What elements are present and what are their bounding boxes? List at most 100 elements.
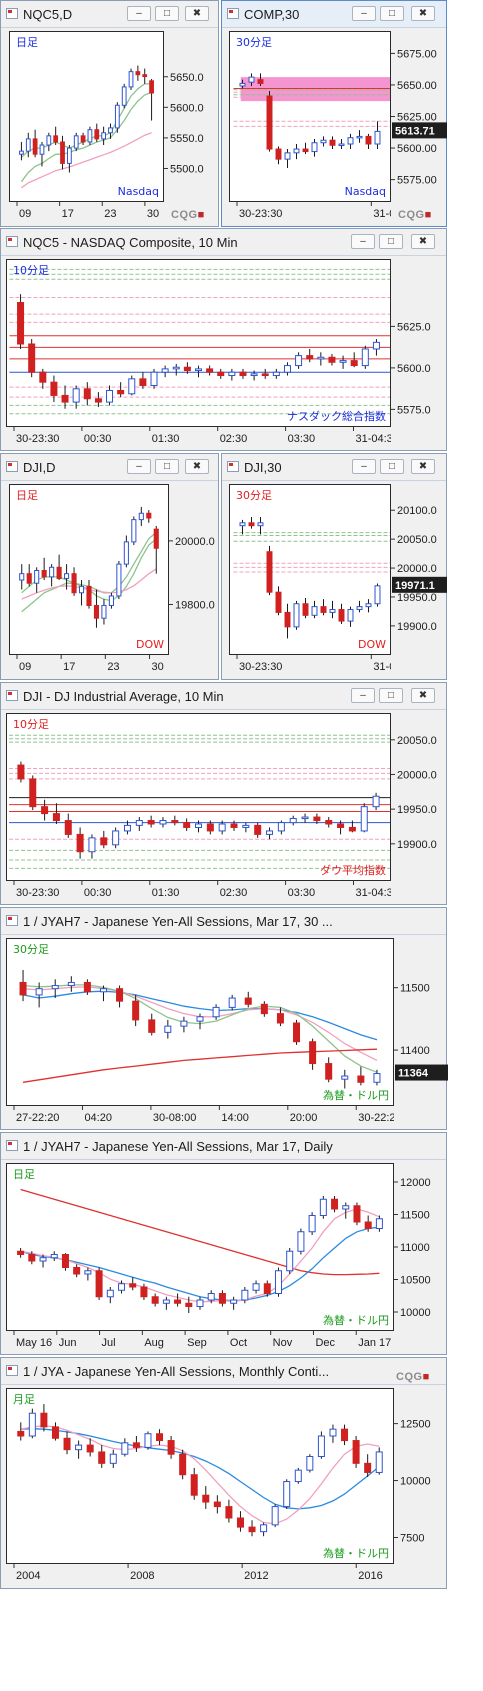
price-scale[interactable]: 20100.0 20050.0 20000.0 19950.0 19900.0 19971… (391, 484, 448, 655)
candle-body (26, 573, 32, 584)
candle-body (73, 135, 79, 149)
minimize-button[interactable]: – (352, 6, 376, 21)
y-tick-label: 5650.0 (170, 72, 204, 84)
y-tick-label: 5600.0 (170, 102, 204, 114)
candle-body (195, 823, 202, 828)
chart-plot-area[interactable]: 月足 為替・ドル円 (6, 1388, 394, 1564)
window-titlebar[interactable]: DJI - DJ Industrial Average, 10 Min – □ … (1, 683, 446, 710)
chart-plot-area[interactable]: 10分足 ダウ平均指数 (6, 713, 391, 881)
chart-window-jyah7-30min[interactable]: 1 / JYAH7 - Japanese Yen-All Sessions, M… (0, 907, 448, 1130)
last-price-tag (395, 1064, 448, 1081)
candle-body (364, 1462, 372, 1473)
y-tick-label: 20000.0 (397, 769, 437, 781)
chart-window-icon (6, 915, 18, 926)
chart-window-nqc5-10min[interactable]: NQC5 - NASDAQ Composite, 10 Min – □ ✖ 10… (0, 228, 447, 451)
candle-body (183, 366, 191, 372)
chart-window-dji-daily[interactable]: DJI,D – □ ✖ 日足 DOW 20000.0 19800.0 09 17 23 3… (0, 453, 219, 680)
window-titlebar[interactable]: NQC5 - NASDAQ Composite, 10 Min – □ ✖ (1, 229, 446, 256)
maximize-button[interactable]: □ (379, 234, 403, 249)
price-scale[interactable]: 5675.00 5650.00 5625.00 5600.00 5575.00 5613.… (391, 31, 448, 202)
close-button[interactable]: ✖ (185, 459, 209, 474)
price-scale[interactable]: 20000.0 19800.0 (169, 484, 220, 655)
minimize-button[interactable]: – (351, 688, 375, 703)
maximize-button[interactable]: □ (155, 6, 179, 21)
candle-body (311, 606, 318, 616)
minimize-button[interactable]: – (127, 459, 151, 474)
candle-body (356, 606, 363, 611)
candle-body (128, 378, 136, 395)
candle-body (167, 1440, 175, 1455)
chart-plot-area[interactable]: 日足 Nasdaq (9, 31, 164, 202)
candle-body (52, 813, 60, 822)
window-titlebar[interactable]: COMP,30 – □ ✖ (222, 1, 446, 28)
time-axis[interactable]: 27-22:20 04:20 30-08:00 14:00 20:00 30-22:20 (6, 1106, 394, 1128)
candle-body (308, 1215, 316, 1233)
candle-body (159, 820, 167, 825)
price-scale[interactable]: 5625.0 5600.0 5575.0 (391, 259, 448, 427)
maximize-button[interactable]: □ (380, 6, 404, 21)
maximize-button[interactable]: □ (379, 688, 403, 703)
window-titlebar[interactable]: 1 / JYA - Japanese Yen-All Sessions, Mon… (1, 1358, 446, 1385)
minimize-button[interactable]: – (352, 459, 376, 474)
candle-body (331, 1198, 339, 1210)
chart-plot-area[interactable]: 30分足 Nasdaq (229, 31, 391, 202)
chart-window-nqc5-daily[interactable]: NQC5,D – □ ✖ 日足 Nasdaq 5650.0 5600.0 5550.0… (0, 0, 219, 227)
candle-body (338, 143, 345, 146)
chart-plot-area[interactable]: 30分足 DOW (229, 484, 391, 655)
close-button[interactable]: ✖ (411, 234, 435, 249)
price-scale[interactable]: 12000 11500 11000 10500 10000 (394, 1163, 448, 1331)
candle-body (50, 1254, 58, 1259)
close-button[interactable]: ✖ (185, 6, 209, 21)
chart-plot-area[interactable]: 30分足 為替・ドル円 (6, 938, 394, 1106)
chart-window-dji-30min[interactable]: DJI,30 – □ ✖ 30分足 DOW 20100.0 20050.0 20000… (221, 453, 447, 680)
maximize-button[interactable]: □ (155, 459, 179, 474)
window-titlebar[interactable]: DJI,D – □ ✖ (1, 454, 218, 481)
chart-window-comp-30min[interactable]: COMP,30 – □ ✖ 30分足 Nasdaq 5675.00 5650.00 5… (221, 0, 447, 227)
time-axis[interactable]: 09 17 23 30 (9, 655, 169, 677)
candle-body (347, 609, 354, 622)
cqg-logo: CQG■ (396, 1371, 430, 1383)
chart-window-dji-10min[interactable]: DJI - DJ Industrial Average, 10 Min – □ … (0, 682, 447, 905)
price-scale[interactable]: 11500 11400 11364 (394, 938, 448, 1106)
close-button[interactable]: ✖ (411, 688, 435, 703)
window-titlebar[interactable]: DJI,30 – □ ✖ (222, 454, 446, 481)
candle-body (277, 822, 285, 832)
candle-body (364, 1221, 372, 1229)
time-axis[interactable]: May 16 Jun Jul Aug Sep Oct Nov Dec Jan 17 (6, 1331, 394, 1353)
time-axis[interactable]: 30-23:30 00:30 01:30 02:30 03:30 31-04:30 (6, 427, 391, 449)
chart-window-jyah7-daily[interactable]: 1 / JYAH7 - Japanese Yen-All Sessions, M… (0, 1132, 447, 1355)
candle-body (151, 1296, 159, 1304)
price-scale[interactable]: 20050.0 20000.0 19950.0 19900.0 (391, 713, 448, 881)
x-tick-label: 01:30 (152, 887, 180, 899)
chart-plot-area[interactable]: 日足 為替・ドル円 (6, 1163, 394, 1331)
close-button[interactable]: ✖ (411, 6, 435, 21)
close-button[interactable]: ✖ (411, 459, 435, 474)
candle-body (274, 1270, 282, 1294)
chart-window-icon (227, 8, 239, 19)
minimize-button[interactable]: – (127, 6, 151, 21)
window-titlebar[interactable]: 1 / JYAH7 - Japanese Yen-All Sessions, M… (1, 908, 446, 935)
candle-body (174, 1299, 182, 1304)
instrument-label: DOW (358, 638, 386, 651)
instrument-label: Nasdaq (118, 185, 159, 198)
window-titlebar[interactable]: NQC5,D – □ ✖ (1, 1, 218, 28)
x-tick-label: 2008 (130, 1570, 154, 1582)
chart-plot-area[interactable]: 10分足 ナスダック総合指数 (6, 259, 391, 427)
minimize-button[interactable]: – (351, 234, 375, 249)
chart-window-jya-monthly[interactable]: 1 / JYA - Japanese Yen-All Sessions, Mon… (0, 1357, 447, 1589)
time-axis[interactable]: 30-23:30 31-03:30 (229, 655, 391, 677)
time-axis[interactable]: 30-23:30 00:30 01:30 02:30 03:30 31-04:30 (6, 881, 391, 903)
candle-body (236, 1517, 244, 1528)
candle-body (337, 823, 345, 828)
candle-body (295, 355, 303, 367)
price-scale[interactable]: 12500 10000 7500 (394, 1388, 448, 1564)
window-titlebar[interactable]: 1 / JYAH7 - Japanese Yen-All Sessions, M… (1, 1133, 446, 1160)
candle-body (309, 1041, 317, 1065)
chart-plot-area[interactable]: 日足 DOW (9, 484, 169, 655)
candle-body (61, 1254, 69, 1268)
time-axis[interactable]: 30-23:30 31-03:30 (229, 202, 391, 224)
time-axis[interactable]: 2004 2008 2012 2016 (6, 1564, 394, 1586)
time-axis[interactable]: 09 17 23 30 (9, 202, 164, 224)
price-scale[interactable]: 5650.0 5600.0 5550.0 5500.0 (164, 31, 220, 202)
maximize-button[interactable]: □ (380, 459, 404, 474)
